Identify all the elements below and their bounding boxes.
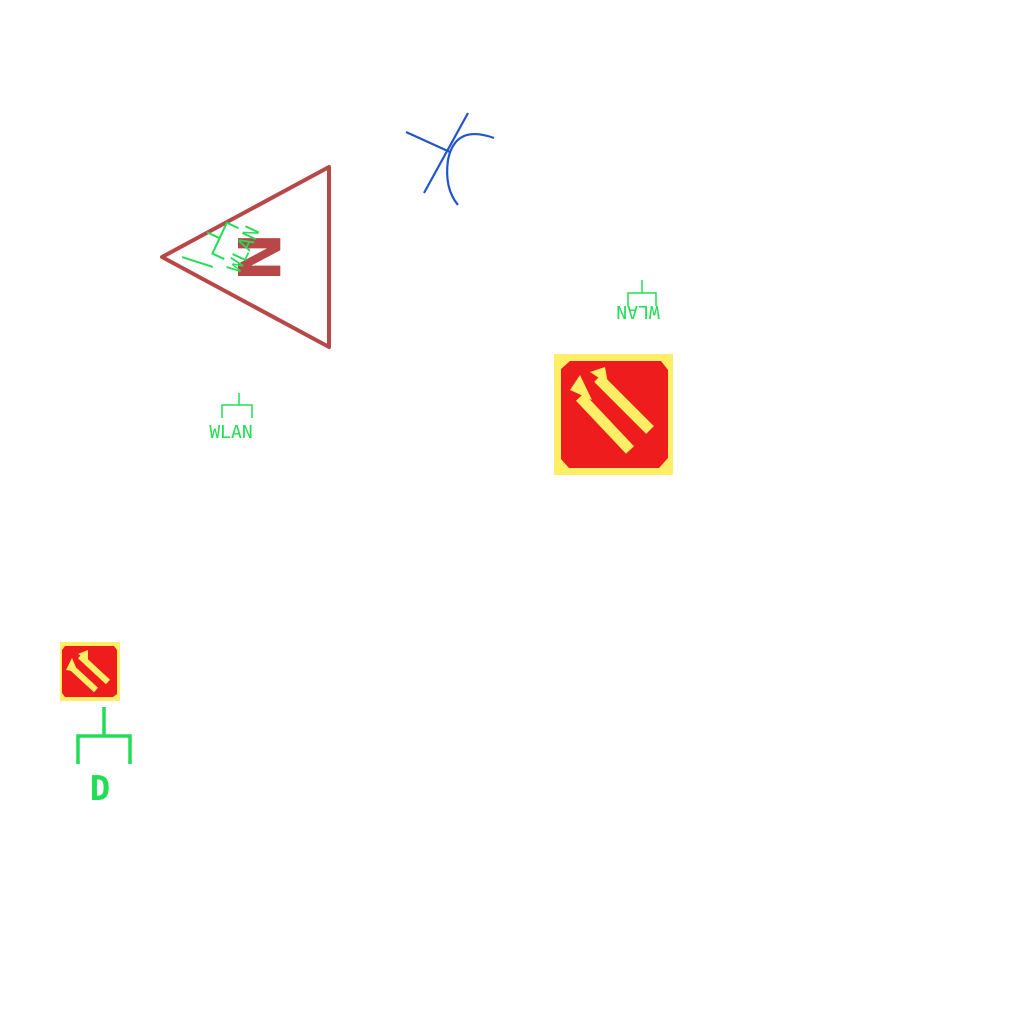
wlan-symbol-right: WLAN [616,280,660,322]
wlan-label-left: WLAN [209,422,252,443]
blue-arc-cross-icon [405,112,495,206]
fire-escape-arrows-sign-icon [554,354,673,475]
d-label: D [90,769,110,809]
wlan-label-right: WLAN [616,301,659,322]
wlan-symbol-left: WLAN [209,393,253,443]
d-connector-symbol: D [76,707,132,809]
triangle-letter: N [224,233,292,282]
n-warning-triangle-icon: N [160,165,331,349]
fire-escape-arrows-sign-small-icon [60,642,120,701]
